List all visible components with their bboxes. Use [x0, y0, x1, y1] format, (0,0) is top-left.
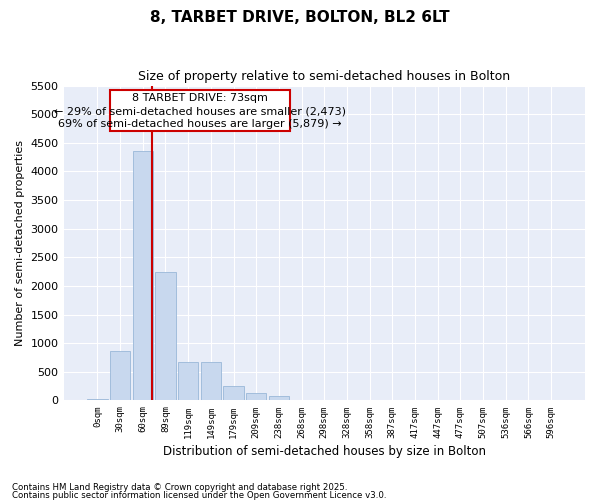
Bar [246, 393, 266, 400]
X-axis label: Distribution of semi-detached houses by size in Bolton: Distribution of semi-detached houses by … [163, 444, 486, 458]
Bar [200, 362, 221, 401]
Text: Contains public sector information licensed under the Open Government Licence v3: Contains public sector information licen… [12, 490, 386, 500]
Bar [178, 362, 199, 401]
Bar [133, 152, 153, 400]
FancyBboxPatch shape [110, 90, 290, 132]
Text: Contains HM Land Registry data © Crown copyright and database right 2025.: Contains HM Land Registry data © Crown c… [12, 484, 347, 492]
Text: 8 TARBET DRIVE: 73sqm: 8 TARBET DRIVE: 73sqm [132, 93, 268, 103]
Bar [110, 351, 130, 401]
Text: 69% of semi-detached houses are larger (5,879) →: 69% of semi-detached houses are larger (… [58, 120, 342, 130]
Title: Size of property relative to semi-detached houses in Bolton: Size of property relative to semi-detach… [138, 70, 511, 83]
Bar [223, 386, 244, 400]
Text: ← 29% of semi-detached houses are smaller (2,473): ← 29% of semi-detached houses are smalle… [54, 106, 346, 116]
Y-axis label: Number of semi-detached properties: Number of semi-detached properties [15, 140, 25, 346]
Bar [269, 396, 289, 400]
Text: 8, TARBET DRIVE, BOLTON, BL2 6LT: 8, TARBET DRIVE, BOLTON, BL2 6LT [150, 10, 450, 25]
Bar [155, 272, 176, 400]
Bar [87, 398, 107, 400]
